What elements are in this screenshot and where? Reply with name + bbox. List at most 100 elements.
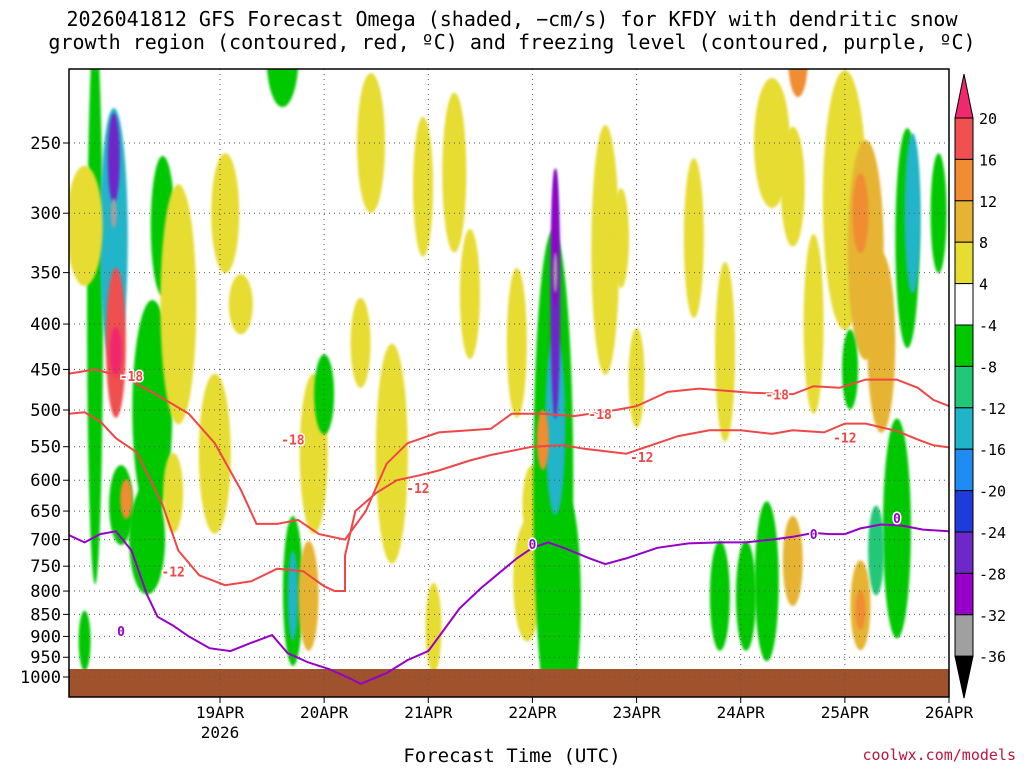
colorbar-box — [954, 531, 974, 574]
x-axis-label: Forecast Time (UTC) — [403, 745, 621, 767]
colorbar: 20 16 12 8 4 -4 -8 -12 -16 -20 -24 -28 -32 -36 — [954, 73, 1006, 699]
omega-blob — [69, 165, 103, 286]
omega-blob — [868, 505, 885, 596]
y-tick-label: 600 — [30, 471, 61, 491]
chart-title: 2026041812 GFS Forecast Omega (shaded, −… — [0, 8, 1024, 54]
y-tick-label: 350 — [30, 264, 61, 284]
x-tick-label: 19APR — [196, 703, 245, 722]
y-tick-label: 650 — [30, 502, 61, 522]
colorbar-label: -12 — [979, 400, 1006, 418]
colorbar-box — [954, 283, 974, 326]
omega-blob — [553, 252, 558, 293]
x-tick-year: 2026 — [201, 723, 240, 742]
y-tick-label: 800 — [30, 582, 61, 602]
contour-label: 0 — [893, 512, 901, 527]
omega-blob — [287, 550, 298, 641]
omega-blob — [107, 113, 120, 204]
y-tick-label: 400 — [30, 315, 61, 335]
colorbar-bottom-triangle — [954, 655, 974, 699]
omega-blob — [87, 69, 104, 585]
omega-blob — [163, 452, 184, 533]
omega-blob — [470, 0, 490, 61]
colorbar-label: -20 — [979, 483, 1006, 501]
omega-shading — [69, 0, 947, 697]
omega-blob — [754, 501, 779, 662]
omega-blob — [556, 500, 581, 697]
omega-blob — [506, 267, 527, 418]
x-tick-label: 21APR — [404, 703, 453, 722]
contour-label: 0 — [810, 528, 818, 543]
omega-blob — [612, 188, 629, 289]
omega-blob — [120, 479, 133, 520]
title-line-2: growth region (contoured, red, ºC) and f… — [48, 30, 976, 54]
contour-line — [69, 523, 949, 686]
omega-blob — [228, 274, 253, 335]
x-tick-label: 23APR — [612, 703, 661, 722]
colorbar-label: -24 — [979, 524, 1006, 542]
colorbar-box — [954, 200, 974, 243]
colorbar-box — [954, 324, 974, 367]
omega-blob — [735, 540, 756, 651]
colorbar-label: -8 — [979, 358, 997, 376]
grid-lines — [69, 69, 950, 697]
omega-blob — [109, 326, 122, 377]
omega-blob — [803, 234, 824, 415]
colorbar-label: -16 — [979, 441, 1006, 459]
omega-blob — [780, 126, 805, 247]
omega-blob — [298, 540, 319, 651]
colorbar-label: -4 — [979, 317, 997, 335]
y-tick-label: 950 — [30, 648, 61, 668]
colorbar-box — [954, 407, 974, 450]
omega-blob — [867, 252, 896, 433]
contour-line — [69, 368, 949, 541]
omega-blob — [545, 335, 566, 516]
omega-blob — [628, 327, 645, 428]
colorbar-box — [954, 117, 974, 160]
omega-blob — [357, 73, 386, 213]
contour-label: -18 — [281, 434, 305, 449]
colorbar-label: 16 — [979, 151, 997, 169]
colorbar-box — [954, 448, 974, 492]
y-tick-label: 550 — [30, 438, 61, 458]
colorbar-top-triangle — [954, 73, 974, 119]
omega-blob — [782, 516, 803, 607]
colorbar-label: -36 — [979, 648, 1006, 666]
omega-blob — [375, 343, 408, 564]
ground-rect — [69, 669, 949, 697]
contour-label: -12 — [161, 565, 184, 580]
colorbar-label: 20 — [979, 110, 997, 128]
colorbar-label: 12 — [979, 193, 997, 211]
omega-blob — [160, 184, 197, 425]
colorbar-box — [954, 490, 974, 533]
contour-label: 0 — [529, 538, 537, 553]
omega-blob — [715, 261, 736, 442]
colorbar-label: 8 — [979, 234, 988, 252]
colorbar-label: -28 — [979, 565, 1006, 583]
contour-label: -18 — [120, 370, 144, 385]
x-tick-label: 22APR — [508, 703, 557, 722]
omega-blob — [904, 133, 921, 294]
colorbar-box — [954, 365, 974, 409]
colorbar-box — [954, 572, 974, 616]
omega-blob — [591, 124, 620, 375]
y-tick-label: 500 — [30, 401, 61, 421]
contour-label: -12 — [630, 451, 653, 466]
x-tick-label: 25APR — [821, 703, 870, 722]
colorbar-label: 4 — [979, 276, 988, 294]
omega-blob — [683, 158, 704, 319]
omega-blob — [350, 297, 371, 388]
credit-text: coolwx.com/models — [862, 746, 1016, 764]
ground-layer — [69, 669, 949, 697]
x-tick-label: 24APR — [717, 703, 766, 722]
y-tick-label: 250 — [30, 134, 61, 154]
contour-lines: -18 -18 -18 -18 -12 -12 -12 -12 0 0 0 0 — [69, 368, 949, 686]
omega-blob — [459, 229, 480, 360]
omega-blob — [930, 153, 947, 274]
colorbar-box — [954, 614, 974, 657]
axes: 2503003504004505005506006507007508008509… — [20, 68, 973, 742]
omega-blob — [788, 69, 808, 98]
colorbar-box — [954, 158, 974, 202]
omega-blob — [413, 116, 434, 257]
colorbar-box — [954, 241, 974, 285]
